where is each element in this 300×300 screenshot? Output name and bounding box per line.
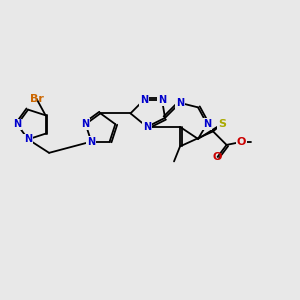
- Text: N: N: [82, 119, 90, 129]
- Text: O: O: [213, 152, 222, 162]
- Text: N: N: [176, 98, 184, 108]
- Text: N: N: [87, 136, 95, 147]
- Text: N: N: [13, 119, 21, 130]
- Text: O: O: [237, 137, 246, 147]
- Text: Br: Br: [30, 94, 44, 104]
- Text: N: N: [203, 119, 211, 129]
- Text: N: N: [140, 95, 148, 105]
- Text: N: N: [158, 95, 166, 105]
- Text: S: S: [218, 119, 226, 129]
- Text: N: N: [143, 122, 151, 132]
- Text: N: N: [24, 134, 32, 144]
